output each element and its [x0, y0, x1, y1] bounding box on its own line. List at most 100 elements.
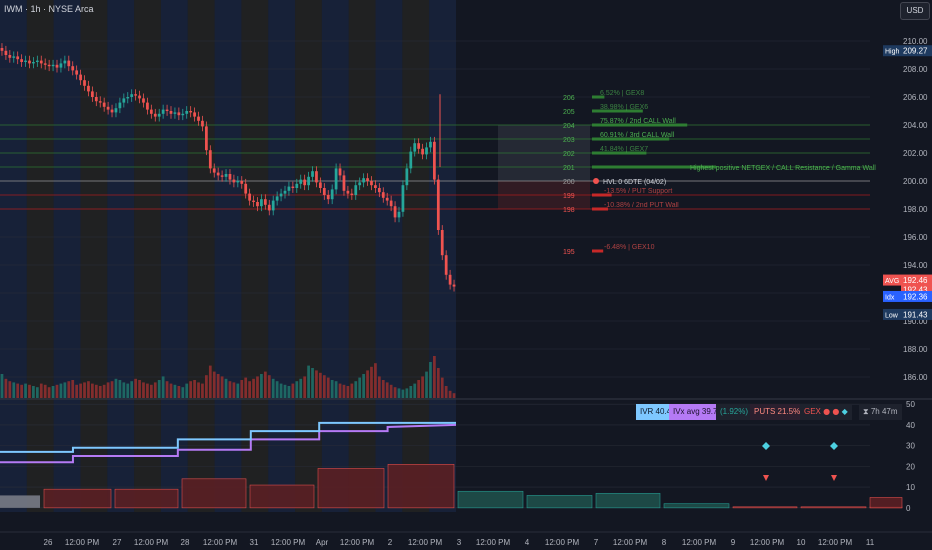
sub-tick-label: 40: [906, 421, 915, 430]
volume-bar: [448, 390, 452, 398]
volume-bar: [409, 386, 413, 398]
x-tick-label: 12:00 PM: [818, 538, 853, 547]
x-tick-label: 12:00 PM: [545, 538, 580, 547]
candle-body: [130, 94, 134, 97]
candle-body: [283, 190, 287, 194]
volume-bar: [436, 368, 440, 398]
x-tick-label: Apr: [316, 538, 329, 547]
candle-body: [59, 63, 63, 68]
gex-strength-bar: [592, 193, 612, 197]
candle-body: [201, 120, 204, 127]
price-badge-tag-text: AVG: [885, 278, 899, 285]
volume-bar: [35, 387, 39, 398]
candle-body: [366, 178, 369, 181]
volume-bar: [279, 383, 283, 398]
volume-bar: [212, 371, 216, 398]
x-tick-label: 28: [181, 538, 190, 547]
ivr-line: [0, 421, 456, 453]
session-band: [375, 0, 403, 512]
x-tick-label: 27: [113, 538, 122, 547]
volume-bar: [153, 382, 157, 398]
volume-bar: [114, 378, 118, 398]
volume-bar: [389, 384, 393, 398]
volume-bar: [126, 383, 130, 398]
volume-bar: [346, 386, 350, 398]
candle-body: [8, 55, 12, 58]
gex-bar: [595, 493, 661, 509]
gex-bar: [0, 495, 40, 508]
candle-body: [224, 174, 228, 177]
candle-body: [393, 206, 397, 218]
volume-bar: [236, 383, 240, 398]
candle-body: [287, 186, 291, 191]
candle-body: [228, 174, 232, 180]
volume-bar: [358, 377, 362, 398]
volume-bar: [326, 377, 330, 398]
gex-bar: [114, 488, 179, 509]
session-band: [187, 0, 215, 512]
volume-bar: [350, 383, 354, 398]
symbol-name: IWM: [4, 4, 23, 14]
volume-bar: [330, 380, 334, 398]
gex-level-label: 60.91% / 3rd CALL Wall: [600, 132, 675, 139]
price-tick-label: 200.00: [903, 177, 928, 186]
volume-bar: [75, 384, 79, 398]
x-tick-label: 12:00 PM: [340, 538, 375, 547]
price-tick-label: 202.00: [903, 149, 928, 158]
volume-bar: [271, 378, 275, 398]
gex-strike-label: 206: [563, 95, 575, 102]
session-band: [160, 0, 188, 512]
x-tick-label: 26: [44, 538, 53, 547]
candle-body: [405, 168, 409, 186]
gex-strike-label: 200: [563, 179, 575, 186]
candle-body: [91, 91, 94, 97]
candle-body: [212, 168, 216, 173]
gex-level-label: -13.5% / PUT Support: [604, 188, 672, 195]
candle-body: [4, 50, 8, 55]
volume-bar: [146, 383, 149, 398]
gex-level-label: 38.98% | GEX6: [600, 104, 648, 111]
candle-body: [385, 197, 389, 201]
candle-body: [346, 190, 350, 194]
volume-bar: [149, 384, 153, 398]
x-tick-label: 12:00 PM: [134, 538, 169, 547]
price-badge: [901, 308, 932, 320]
candle-body: [440, 230, 444, 256]
candle-body: [315, 171, 318, 183]
timer-value: 7h 47m: [870, 407, 898, 416]
gex-strike-label: 205: [563, 109, 575, 116]
candle-body: [142, 98, 145, 103]
volume-bar: [240, 380, 244, 398]
x-tick-label: 8: [662, 538, 667, 547]
volume-bar: [98, 386, 102, 398]
candle-body: [260, 199, 263, 207]
candle-body: [71, 66, 75, 71]
x-tick-label: 12:00 PM: [613, 538, 648, 547]
candle-body: [362, 178, 365, 183]
volume-bar: [4, 378, 8, 398]
x-tick-label: 9: [731, 538, 736, 547]
gex-strike-label: 202: [563, 151, 575, 158]
ivr-badge: IVR 40.4: [636, 404, 676, 420]
candle-body: [216, 172, 220, 176]
gex-level-label: 6.52% | GEX8: [600, 90, 644, 97]
currency-button[interactable]: USD: [900, 2, 930, 20]
ivx-change: (1.92%): [716, 404, 753, 420]
volume-bar: [429, 362, 432, 398]
candle-body: [444, 255, 448, 275]
candle-body: [271, 200, 275, 211]
volume-bar: [444, 386, 448, 398]
candle-body: [413, 143, 417, 152]
volume-bar: [401, 389, 405, 398]
volume-bar: [79, 383, 82, 398]
candle-body: [173, 112, 177, 114]
candle-body: [63, 60, 67, 64]
volume-bar: [189, 381, 193, 398]
candle-body: [79, 74, 82, 81]
price-badge-tag: [883, 308, 901, 320]
candle-body: [47, 64, 51, 67]
volume-bar: [216, 374, 220, 398]
volume-bar: [275, 381, 279, 398]
price-badge-text: 191.43: [903, 310, 928, 319]
